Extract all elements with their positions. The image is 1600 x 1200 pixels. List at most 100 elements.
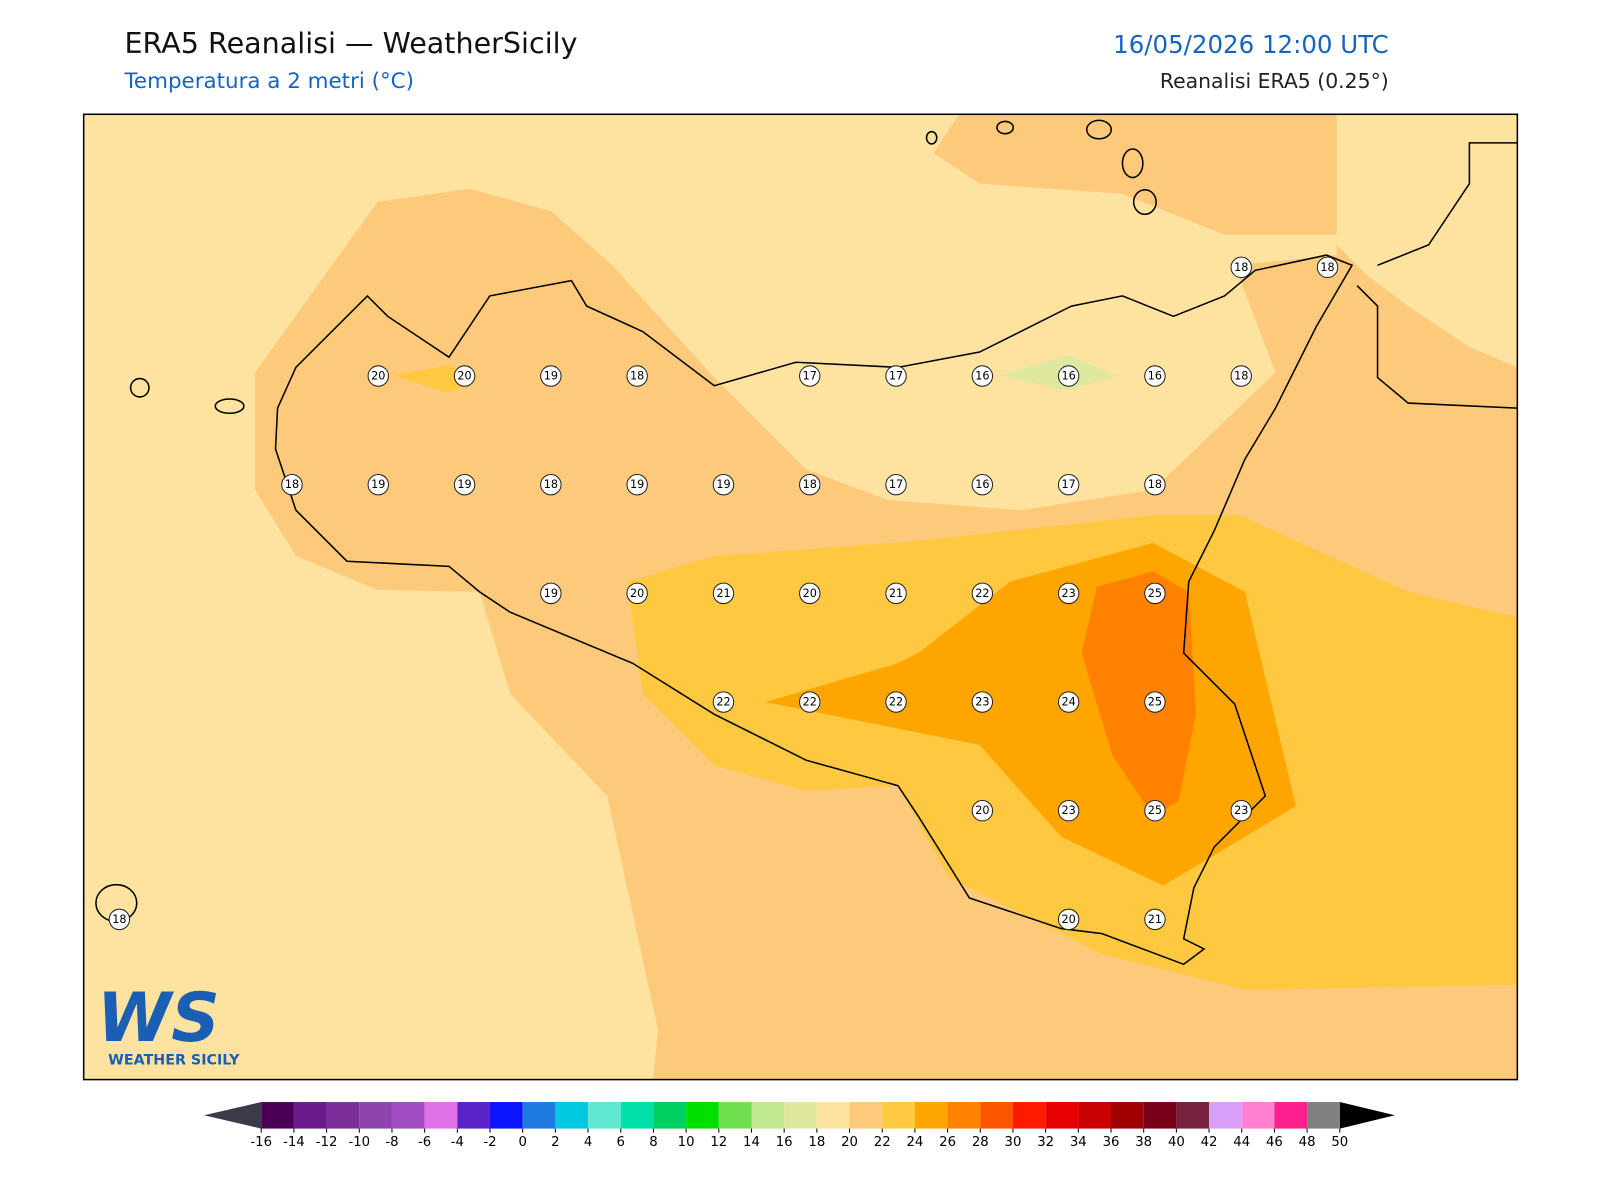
grid-point	[1057, 365, 1080, 387]
grid-value: 17	[1062, 478, 1076, 491]
colorbar-over	[1339, 1102, 1395, 1129]
colorbar-box	[686, 1102, 719, 1129]
colorbar-label: 22	[874, 1135, 891, 1150]
grid-point	[799, 582, 821, 605]
colorbar-box	[751, 1102, 785, 1129]
grid-value: 21	[716, 587, 730, 600]
colorbar-box	[391, 1102, 425, 1129]
colorbar-label: 32	[1037, 1135, 1054, 1150]
grid-value: 19	[716, 478, 730, 491]
grid-value: 20	[630, 587, 644, 600]
grid-value: 25	[1148, 587, 1162, 600]
grid-point	[1057, 691, 1080, 713]
grid-value: 18	[1148, 478, 1162, 491]
grid-point	[971, 691, 994, 713]
colorbar-label: 36	[1103, 1135, 1120, 1150]
grid-value: 23	[1062, 804, 1076, 817]
grid-point	[540, 582, 562, 605]
colorbar-box	[784, 1102, 817, 1129]
colorbar-label: -14	[283, 1135, 305, 1150]
grid-value: 23	[975, 696, 989, 709]
grid-value: 16	[1062, 370, 1076, 383]
colorbar-label: 8	[649, 1135, 657, 1150]
colorbar-box	[1176, 1102, 1210, 1129]
colorbar-under	[204, 1102, 262, 1129]
logo-mark: WS	[97, 978, 220, 1057]
colorbar-box	[620, 1102, 654, 1129]
colorbar-label: 28	[972, 1135, 989, 1150]
colorbar-box	[1274, 1102, 1308, 1129]
colorbar-label: 18	[808, 1135, 825, 1150]
grid-value: 16	[975, 478, 989, 491]
grid-point	[1144, 691, 1166, 713]
grid-point	[885, 582, 907, 605]
colorbar-label: 40	[1168, 1135, 1185, 1150]
grid-point	[453, 365, 476, 387]
subtitle: Temperatura a 2 metri (°C)	[123, 69, 413, 94]
map-frame	[82, 113, 1519, 1081]
grid-point	[1230, 256, 1252, 279]
colorbar-box	[261, 1102, 294, 1129]
colorbar-box	[1241, 1102, 1275, 1129]
grid-point	[799, 691, 821, 713]
colorbar-label: 48	[1299, 1135, 1316, 1150]
grid-point	[540, 365, 562, 387]
colorbar-box	[816, 1102, 850, 1129]
grid-value: 17	[803, 370, 817, 383]
grid-value: 23	[1234, 804, 1248, 817]
logo: WS WEATHER SICILY	[97, 978, 240, 1068]
grid-value: 22	[975, 587, 989, 600]
colorbar-box	[359, 1102, 392, 1129]
grid-point	[1057, 473, 1080, 496]
grid-value: 22	[803, 696, 817, 709]
colorbar-box	[1307, 1102, 1340, 1129]
grid-point	[1144, 908, 1166, 931]
grid-value: 25	[1148, 696, 1162, 709]
grid-value: 17	[889, 478, 903, 491]
grid-value: 21	[1148, 913, 1162, 926]
title: ERA5 Reanalisi — WeatherSicily	[124, 26, 577, 60]
grid-value: 23	[1062, 587, 1076, 600]
grid-point	[367, 365, 389, 387]
grid-point	[1230, 800, 1252, 822]
grid-point	[281, 473, 303, 496]
grid-value: 20	[975, 804, 989, 817]
grid-value: 17	[889, 370, 903, 383]
colorbar-label: 12	[710, 1135, 727, 1150]
grid-value: 16	[975, 370, 989, 383]
grid-value: 19	[544, 587, 558, 600]
colorbar-box	[1209, 1102, 1242, 1129]
colorbar-box	[849, 1102, 883, 1129]
grid-point	[108, 908, 131, 931]
grid-value: 18	[803, 478, 817, 491]
grid-point	[1057, 908, 1080, 931]
grid-point	[885, 691, 907, 713]
colorbar-box	[947, 1102, 981, 1129]
colorbar-box	[718, 1102, 752, 1129]
colorbar-box	[555, 1102, 589, 1129]
grid-value: 22	[716, 696, 730, 709]
colorbar-box	[1078, 1102, 1112, 1129]
colorbar-label: 20	[841, 1135, 858, 1150]
colorbar-box	[588, 1102, 621, 1129]
grid-value: 19	[457, 478, 471, 491]
grid-value: 19	[371, 478, 385, 491]
grid-point	[885, 365, 907, 387]
grid-point	[626, 582, 648, 605]
colorbar-box	[1045, 1102, 1079, 1129]
colorbar-box	[522, 1102, 556, 1129]
colorbar-label: 16	[776, 1135, 793, 1150]
grid-value: 18	[1234, 261, 1248, 274]
grid-point	[799, 365, 821, 387]
colorbar-box	[326, 1102, 360, 1129]
grid-point	[971, 800, 994, 822]
grid-point	[626, 473, 648, 496]
colorbar-label: 14	[743, 1135, 760, 1150]
grid-value: 19	[630, 478, 644, 491]
grid-value: 20	[1062, 913, 1076, 926]
grid-point	[971, 365, 994, 387]
colorbar-label: -8	[385, 1135, 398, 1150]
grid-point	[1144, 800, 1166, 822]
colorbar-box	[980, 1102, 1013, 1129]
